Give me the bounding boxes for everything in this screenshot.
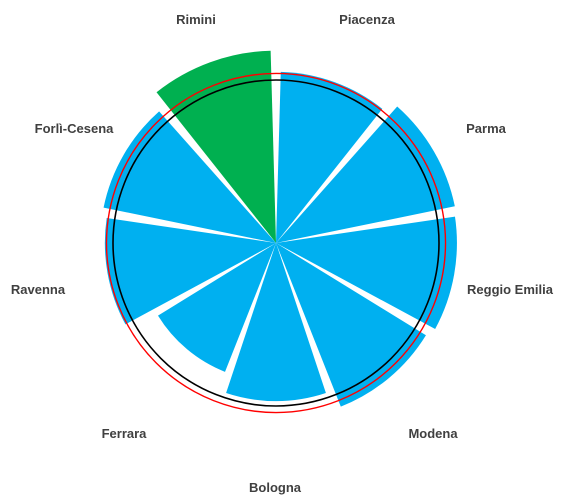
category-labels: Piacenza Parma Reggio Emilia Modena Bologna F…	[11, 12, 554, 495]
label-parma: Parma	[466, 121, 507, 136]
label-ravenna: Ravenna	[11, 282, 66, 297]
label-modena: Modena	[408, 426, 458, 441]
bar-ravenna	[104, 218, 276, 325]
label-piacenza: Piacenza	[339, 12, 395, 27]
label-forli-cesena: Forlì-Cesena	[35, 121, 115, 136]
label-reggio-emilia: Reggio Emilia	[467, 282, 554, 297]
bar-parma	[276, 106, 455, 243]
bar-ferrara	[157, 243, 276, 372]
bar-modena	[276, 243, 426, 407]
label-ferrara: Ferrara	[102, 426, 148, 441]
label-bologna: Bologna	[249, 480, 302, 495]
reference-circle-outer	[105, 72, 447, 414]
label-rimini: Rimini	[176, 12, 216, 27]
bar-bologna	[226, 243, 326, 402]
bar-reggio-emilia	[276, 216, 457, 330]
bar-piacenza	[276, 71, 383, 243]
reference-circle-inner	[112, 79, 440, 407]
